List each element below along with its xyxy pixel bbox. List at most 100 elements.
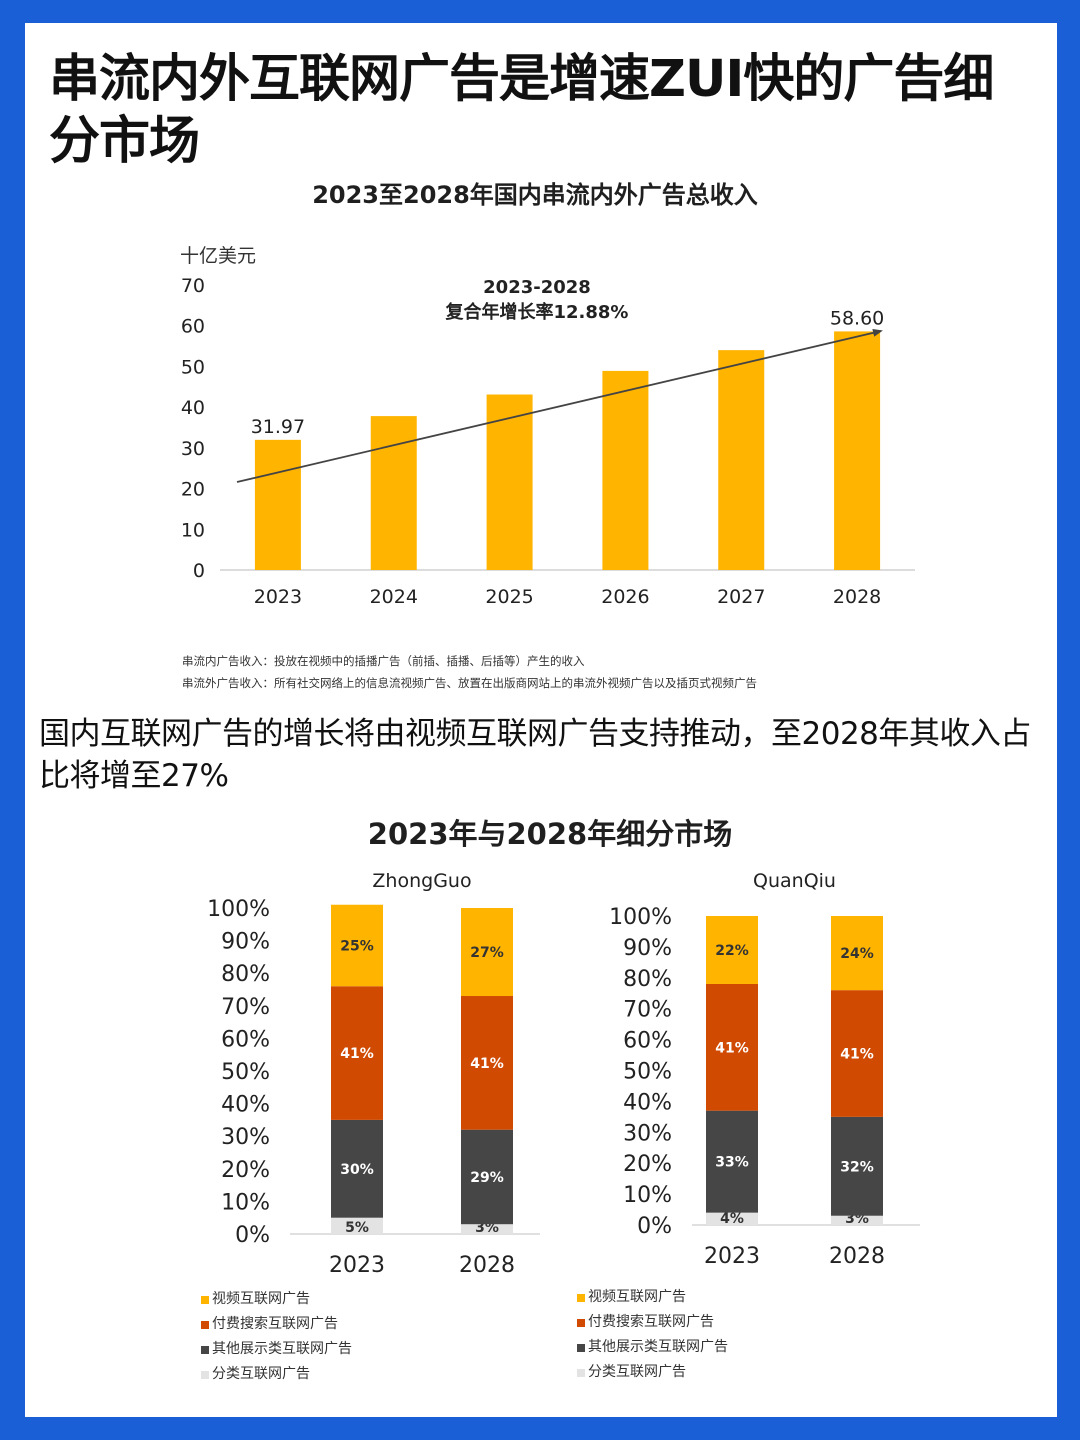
x-tick-label: 2028 xyxy=(833,586,881,608)
segment-2-2028 xyxy=(831,990,883,1117)
segment-label: 27% xyxy=(470,945,504,961)
y-tick-label: 70% xyxy=(221,995,270,1020)
x-tick-label: 2023 xyxy=(329,1253,385,1278)
legend-item: 分类互联网广告 xyxy=(577,1360,728,1385)
y-tick-label: 30% xyxy=(623,1121,672,1146)
x-tick-label: 2026 xyxy=(601,586,649,608)
segment-label: 29% xyxy=(470,1170,504,1186)
legend-item: 视频互联网广告 xyxy=(577,1285,728,1310)
legend-label: 付费搜索互联网广告 xyxy=(588,1314,714,1330)
segment-2-2028 xyxy=(461,996,513,1130)
y-axis-unit-label: 十亿美元 xyxy=(180,245,256,267)
segment-label: 5% xyxy=(345,1220,369,1236)
segment-label: 22% xyxy=(715,943,749,959)
x-tick-label: 2023 xyxy=(254,586,302,608)
chart-title-segments: 2023年与2028年细分市场 xyxy=(367,817,733,851)
segment-0-2023 xyxy=(331,1217,383,1234)
y-tick-label: 0% xyxy=(637,1214,672,1239)
panel-title: QuanQiu xyxy=(753,870,836,892)
y-tick-label: 0 xyxy=(193,560,205,582)
x-tick-label: 2024 xyxy=(370,586,418,608)
note-out-stream: 串流外广告收入：所有社交网络上的信息流视频广告、放置在出版商网站上的串流外视频广… xyxy=(182,676,757,690)
cagr-annotation-rate: 复合年增长率12.88% xyxy=(445,301,629,323)
segment-3-2028 xyxy=(831,916,883,991)
segment-0-2023 xyxy=(706,1212,758,1225)
x-tick-label: 2023 xyxy=(704,1244,760,1269)
segment-label: 25% xyxy=(340,938,374,954)
stacked-chart-quanqiu: QuanQiu 0% 10% 20% 30% 40% 50% 60% 70% 80% 90% 100%… xyxy=(609,870,920,1269)
segment-label: 24% xyxy=(840,946,874,962)
legend-swatch xyxy=(201,1370,209,1379)
segment-label: 30% xyxy=(340,1162,374,1178)
y-tick-label: 70% xyxy=(623,998,672,1023)
segment-1-2023 xyxy=(706,1110,758,1213)
legend-item: 视频互联网广告 xyxy=(201,1287,352,1312)
bar-2028 xyxy=(834,331,881,570)
x-tick-label: 2028 xyxy=(829,1244,885,1269)
y-tick-label: 20 xyxy=(181,479,205,501)
legend-zhongguo: 视频互联网广告付费搜索互联网广告 其他展示类互联网广告 分类互联网广告 xyxy=(201,1287,352,1387)
y-tick-label: 50% xyxy=(623,1060,672,1085)
segment-label: 41% xyxy=(715,1040,749,1056)
trend-arrow xyxy=(236,328,883,483)
cagr-annotation-years: 2023-2028 xyxy=(483,277,591,298)
y-tick-label: 40% xyxy=(221,1093,270,1118)
segment-3-2023 xyxy=(331,904,383,987)
legend-swatch xyxy=(201,1320,209,1329)
y-tick-label: 10% xyxy=(623,1183,672,1208)
y-tick-label: 50% xyxy=(221,1060,270,1085)
x-tick-label: 2028 xyxy=(459,1253,515,1278)
y-tick-label: 80% xyxy=(623,967,672,992)
x-tick-label: 2025 xyxy=(485,586,533,608)
revenue-bar-chart: 十亿美元 0 10 20 30 40 50 60 70 2023 31.97 2024 2025 2026… xyxy=(180,245,915,608)
y-tick-label: 60% xyxy=(623,1029,672,1054)
y-tick-label: 40 xyxy=(181,397,205,419)
legend-swatch xyxy=(577,1318,585,1327)
segment-1-2023 xyxy=(331,1119,383,1218)
y-tick-label: 100% xyxy=(207,897,270,922)
legend-swatch xyxy=(577,1368,585,1377)
segment-1-2028 xyxy=(831,1116,883,1216)
data-label-2023: 31.97 xyxy=(251,416,305,438)
segment-2-2023 xyxy=(331,986,383,1120)
y-tick-label: 80% xyxy=(221,962,270,987)
legend-swatch xyxy=(577,1343,585,1352)
legend-item: 其他展示类互联网广告 xyxy=(201,1337,352,1362)
chart-title-revenue: 2023至2028年国内串流内外广告总收入 xyxy=(312,181,758,209)
legend-item: 其他展示类互联网广告 xyxy=(577,1335,728,1360)
legend-label: 分类互联网广告 xyxy=(212,1366,310,1382)
legend-label: 付费搜索互联网广告 xyxy=(212,1316,338,1332)
legend-swatch xyxy=(201,1295,209,1304)
bar-2026 xyxy=(602,370,649,570)
segment-label: 32% xyxy=(840,1159,874,1175)
y-tick-label: 100% xyxy=(609,905,672,930)
legend-label: 其他展示类互联网广告 xyxy=(212,1341,352,1357)
y-tick-label: 30% xyxy=(221,1125,270,1150)
segment-0-2028 xyxy=(461,1224,513,1234)
x-tick-label: 2027 xyxy=(717,586,765,608)
legend-label: 分类互联网广告 xyxy=(588,1364,686,1380)
segment-label: 41% xyxy=(470,1056,504,1072)
segment-0-2028 xyxy=(831,1215,883,1225)
stacked-chart-zhongguo: ZhongGuo 0% 10% 20% 30% 40% 50% 60% 70% 80% 90% 100… xyxy=(207,870,540,1278)
legend-item: 付费搜索互联网广告 xyxy=(577,1310,728,1335)
legend-swatch xyxy=(201,1345,209,1354)
legend-item: 付费搜索互联网广告 xyxy=(201,1312,352,1337)
y-tick-label: 10% xyxy=(221,1190,270,1215)
bar-2023 xyxy=(254,439,301,570)
y-tick-label: 40% xyxy=(623,1090,672,1115)
y-tick-label: 0% xyxy=(235,1223,270,1248)
panel-title: ZhongGuo xyxy=(372,870,471,892)
segment-label: 41% xyxy=(340,1046,374,1062)
segment-label: 4% xyxy=(720,1211,744,1227)
bar-2025 xyxy=(486,394,533,570)
segment-2-2023 xyxy=(706,983,758,1111)
y-tick-label: 60 xyxy=(181,316,205,338)
section-subheading: 国内互联网广告的增长将由视频互联网广告支持推动，至2028年其收入占比将增至27… xyxy=(39,716,1031,794)
y-tick-label: 70 xyxy=(181,275,205,297)
segment-1-2028 xyxy=(461,1129,513,1225)
segment-3-2028 xyxy=(461,908,513,997)
data-label-2028: 58.60 xyxy=(830,307,884,329)
y-tick-label: 20% xyxy=(623,1152,672,1177)
note-in-stream: 串流内广告收入：投放在视频中的插播广告（前插、插播、后插等）产生的收入 xyxy=(182,654,585,668)
